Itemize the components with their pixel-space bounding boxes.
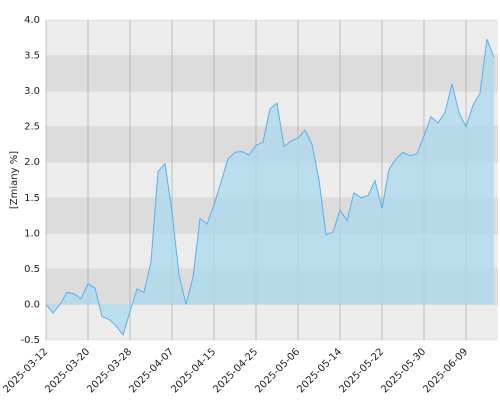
y-tick-label: -0.5	[20, 335, 40, 346]
y-axis-label: [Zmiany %]	[9, 151, 20, 209]
y-tick-label: 2.5	[24, 122, 40, 133]
y-tick-label: 1.5	[24, 193, 40, 204]
y-tick-label: 3.0	[24, 86, 40, 97]
y-tick-label: 1.0	[24, 228, 40, 239]
area	[46, 39, 494, 336]
y-tick-label: 2.0	[24, 157, 40, 168]
line	[45, 39, 495, 337]
x-tick-label: 2025-06-09	[421, 346, 470, 395]
grid-band	[46, 55, 498, 92]
y-tick-label: 3.5	[24, 51, 40, 62]
grid-band	[46, 20, 498, 56]
y-tick-label: 0.5	[24, 264, 40, 275]
y-tick-label: 0.0	[24, 299, 40, 310]
y-tick-label: 4.0	[24, 15, 40, 26]
